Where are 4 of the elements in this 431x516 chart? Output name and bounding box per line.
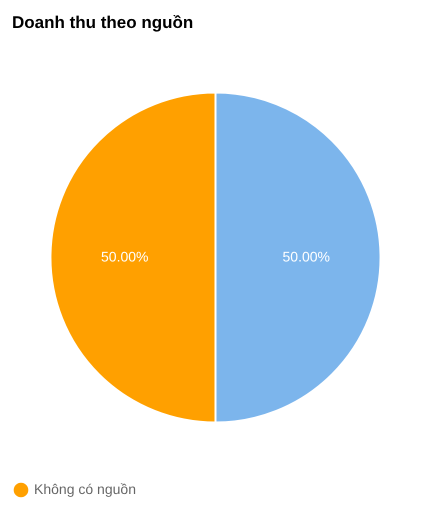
- legend-label: Không có nguồn: [34, 481, 136, 497]
- chart-title: Doanh thu theo nguồn: [12, 13, 194, 32]
- data-label: 50.00%: [282, 248, 330, 264]
- data-label: 50.00%: [101, 248, 148, 264]
